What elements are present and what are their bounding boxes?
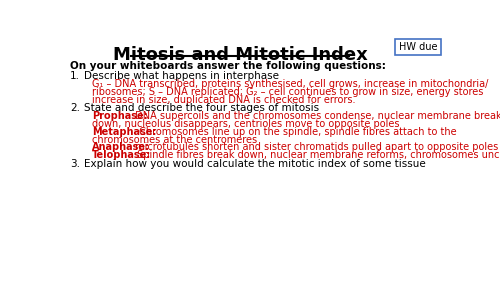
Text: Telophase:: Telophase: xyxy=(92,150,151,160)
Text: State and describe the four stages of mitosis: State and describe the four stages of mi… xyxy=(84,103,320,113)
Text: microtubules shorten and sister chromatids pulled apart to opposite poles: microtubules shorten and sister chromati… xyxy=(132,142,498,152)
Text: down, nucleolus disappears, centrioles move to opposite poles: down, nucleolus disappears, centrioles m… xyxy=(92,119,400,129)
Text: HW due: HW due xyxy=(399,42,438,52)
FancyBboxPatch shape xyxy=(395,39,442,55)
Text: Describe what happens in interphase: Describe what happens in interphase xyxy=(84,71,279,81)
Text: 2.: 2. xyxy=(70,103,80,113)
Text: On your whiteboards answer the following questions:: On your whiteboards answer the following… xyxy=(70,61,386,71)
Text: increase in size, duplicated DNA is checked for errors.: increase in size, duplicated DNA is chec… xyxy=(92,94,355,105)
Text: ribosomes; S – DNA replicated; G₂ – cell continues to grow in size, energy store: ribosomes; S – DNA replicated; G₂ – cell… xyxy=(92,87,483,97)
Text: Prophase:: Prophase: xyxy=(92,112,148,121)
Text: chromosomes at the centromeres: chromosomes at the centromeres xyxy=(92,135,257,145)
Text: G₁ – DNA transcribed, proteins synthesised, cell grows, increase in mitochondria: G₁ – DNA transcribed, proteins synthesis… xyxy=(92,79,488,89)
Text: Mitosis and Mitotic Index: Mitosis and Mitotic Index xyxy=(114,46,368,64)
Text: Explain how you would calculate the mitotic index of some tissue: Explain how you would calculate the mito… xyxy=(84,159,426,169)
Text: 1.: 1. xyxy=(70,71,80,81)
Text: Anaphase:: Anaphase: xyxy=(92,142,150,152)
Text: 3.: 3. xyxy=(70,159,80,169)
Text: DNA supercoils and the chromosomes condense, nuclear membrane breaks: DNA supercoils and the chromosomes conde… xyxy=(132,112,500,121)
Text: Metaphase:: Metaphase: xyxy=(92,127,156,137)
Text: Spindle fibres break down, nuclear membrane reforms, chromosomes uncoil: Spindle fibres break down, nuclear membr… xyxy=(134,150,500,160)
Text: Chromosomes line up on the spindle, spindle fibres attach to the: Chromosomes line up on the spindle, spin… xyxy=(136,127,457,137)
